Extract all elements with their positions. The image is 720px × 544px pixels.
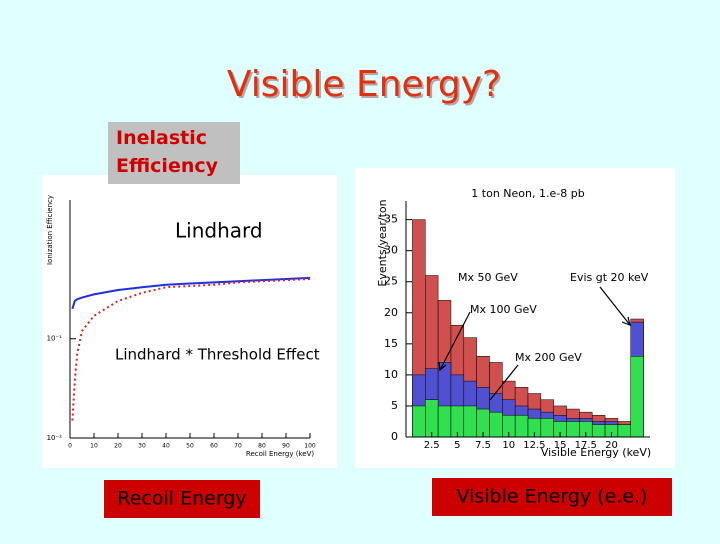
x-tick-label: 40 [162, 443, 170, 450]
x-tick-label: 7.5 [475, 440, 491, 451]
x-tick-label: 70 [234, 443, 242, 450]
histogram-bar [425, 399, 439, 438]
y-tick-label: 0 [391, 430, 398, 443]
chart-title: 1 ton Neon, 1.e-8 pb [471, 187, 584, 200]
series-label: Lindhard * Threshold Effect [115, 346, 320, 364]
label-box [432, 478, 672, 516]
label-box [104, 480, 260, 518]
y-tick-label: 10 [384, 368, 398, 381]
x-tick-label: 15 [554, 440, 567, 451]
series-label: Mx 100 GeV [470, 303, 537, 316]
series-label: Mx 200 GeV [515, 351, 582, 364]
annotation: Evis gt 20 keV [570, 271, 649, 284]
histogram-bar [514, 415, 529, 438]
x-tick-label: 0 [68, 443, 72, 450]
x-tick-label: 20 [114, 443, 122, 450]
histogram-bar [617, 424, 631, 438]
y-tick-label: 20 [384, 306, 398, 319]
x-axis-label: Visible Energy (keV) [541, 446, 651, 459]
x-tick-label: 90 [282, 443, 290, 450]
histogram-bar [412, 405, 426, 438]
x-tick-label: 12.5 [523, 440, 545, 451]
x-tick-label: 10 [502, 440, 515, 451]
x-tick-label: 80 [258, 443, 266, 450]
x-tick-label: 50 [186, 443, 194, 450]
label: Visible Energy (e.e.) [457, 486, 648, 508]
label: Inelastic Efficiency [116, 127, 219, 177]
title: Visible Energy? [227, 64, 501, 105]
y-tick-label: 5 [391, 399, 398, 412]
x-tick-label: 60 [210, 443, 218, 450]
y-axis-label: Ionization Efficiency [46, 195, 54, 265]
y-tick-label: 30 [384, 244, 398, 257]
label-box [108, 122, 240, 184]
y-tick-label: 10⁻² [47, 434, 63, 442]
histogram-bar [489, 411, 503, 438]
histogram-bar [591, 424, 606, 438]
x-tick-label: 10 [90, 443, 98, 450]
x-tick-label: 100 [304, 443, 316, 450]
x-tick-label: 20 [605, 440, 618, 451]
title-shadow: Visible Energy? [229, 66, 503, 107]
y-tick-label: 35 [384, 213, 398, 226]
x-tick-label: 2.5 [424, 440, 440, 451]
histogram-bar [540, 418, 554, 438]
histogram-bar [630, 356, 644, 438]
series-line [71, 276, 311, 310]
arrows [438, 286, 631, 401]
histogram-bar [566, 421, 580, 438]
x-tick-label: 30 [138, 443, 146, 450]
y-tick-label: 10⁻¹ [47, 335, 63, 343]
panel [42, 175, 337, 468]
series-label: Lindhard [175, 219, 263, 243]
series-label: Mx 50 GeV [458, 271, 518, 284]
histogram-bar [437, 405, 452, 438]
y-tick-label: 15 [384, 337, 398, 350]
series-line [71, 277, 311, 421]
x-tick-label: 17.5 [575, 440, 597, 451]
x-tick-label: 5 [454, 440, 460, 451]
y-axis-label: Events/year/ton [376, 199, 389, 286]
y-tick-label: 25 [384, 275, 398, 288]
x-axis-label: Recoil Energy (keV) [246, 450, 314, 458]
histogram-bar [463, 405, 477, 438]
label: Recoil Energy [117, 488, 246, 510]
